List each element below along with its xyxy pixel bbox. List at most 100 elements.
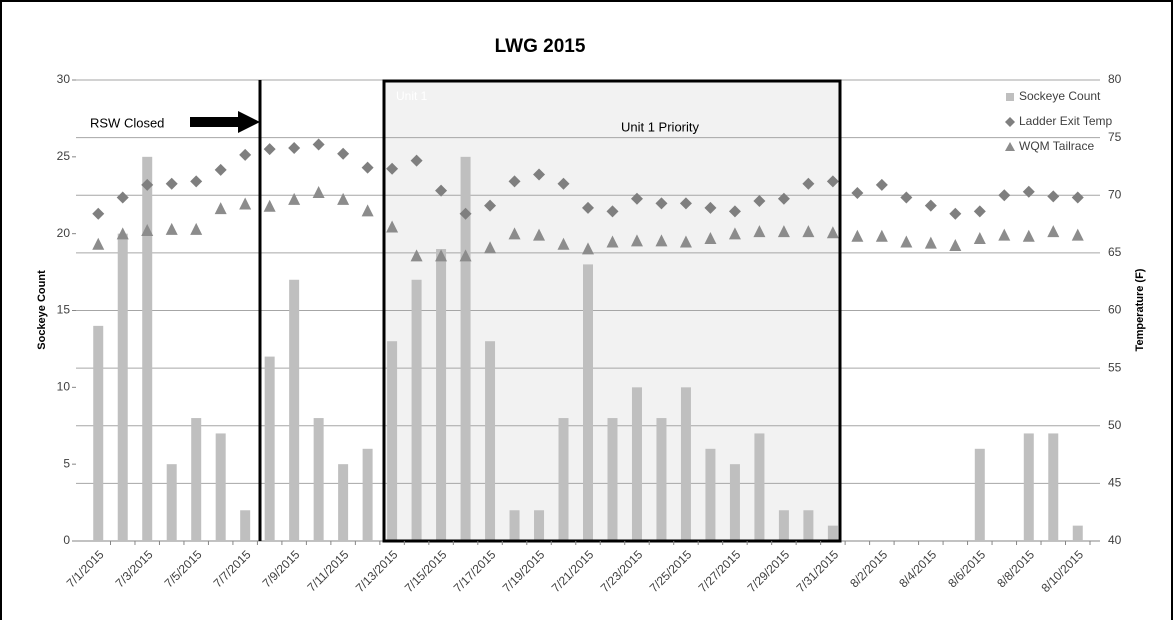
triangle-marker: [190, 222, 203, 235]
y2-tick-label: 45: [1108, 476, 1122, 490]
diamond-marker: [630, 192, 643, 205]
triangle-marker: [288, 192, 301, 205]
diamond-marker: [924, 199, 937, 212]
triangle-marker: [777, 225, 790, 238]
triangle-marker: [728, 227, 741, 240]
bar: [705, 448, 716, 541]
diamond-marker: [190, 175, 203, 188]
triangle-marker: [263, 199, 276, 212]
legend-label: Ladder Exit Temp: [1019, 114, 1112, 128]
triangle-marker: [875, 229, 888, 242]
triangle-marker: [312, 185, 325, 198]
diamond-marker: [826, 175, 839, 188]
bar: [264, 356, 275, 541]
diamond-marker: [777, 192, 790, 205]
annotation: Unit 1 Priority: [621, 119, 700, 134]
diamond-marker: [116, 191, 129, 204]
y2-tick-label: 70: [1108, 187, 1122, 201]
diamond-marker: [557, 177, 570, 190]
triangle-marker: [998, 228, 1011, 241]
bar: [362, 448, 373, 541]
bar: [215, 433, 226, 541]
diamond-marker: [165, 177, 178, 190]
diamond-marker: [582, 201, 594, 214]
triangle-marker: [630, 234, 643, 247]
y2-tick-label: 55: [1108, 360, 1122, 374]
diamond-marker: [92, 207, 105, 220]
triangle-marker: [361, 204, 374, 217]
y-tick-label: 25: [57, 149, 71, 163]
triangle-marker: [116, 227, 129, 240]
triangle-marker: [973, 232, 986, 245]
y2-tick-label: 65: [1108, 245, 1122, 259]
legend-label: Sockeye Count: [1019, 89, 1101, 103]
bar: [974, 448, 985, 541]
triangle-marker: [606, 235, 619, 248]
triangle-marker: [386, 220, 399, 233]
diamond-marker: [508, 175, 521, 188]
triangle-marker: [802, 225, 815, 238]
triangle-marker: [533, 228, 546, 241]
bar: [313, 418, 324, 541]
bar: [778, 510, 789, 541]
y2-tick-label: 50: [1108, 418, 1122, 432]
triangle-marker: [508, 227, 521, 240]
bar: [460, 156, 471, 542]
diamond-marker: [875, 178, 888, 191]
triangle-marker: [459, 249, 472, 262]
bar: [558, 418, 569, 541]
diamond-marker: [851, 186, 864, 199]
triangle-marker: [410, 249, 423, 262]
y-tick-label: 10: [57, 380, 71, 394]
bar: [631, 387, 642, 541]
triangle-marker: [214, 202, 227, 215]
diamond-marker: [949, 207, 962, 220]
diamond-marker: [435, 184, 448, 197]
diamond-marker: [533, 168, 546, 181]
triangle-marker: [484, 241, 497, 254]
bar: [607, 418, 618, 541]
diamond-marker: [900, 191, 913, 204]
unit1-box: [382, 79, 842, 543]
bar: [827, 525, 838, 541]
triangle-marker: [826, 226, 839, 239]
bar: [191, 418, 202, 541]
bar: [240, 510, 251, 541]
triangle-marker: [655, 234, 668, 247]
diamond-marker: [998, 189, 1011, 202]
diamond-marker: [1022, 185, 1035, 198]
diamond-marker: [1071, 191, 1084, 204]
bar: [1072, 525, 1083, 541]
y2-axis-label: Temperature (F): [1134, 268, 1146, 351]
bar: [583, 264, 593, 541]
diamond-marker: [337, 147, 350, 160]
triangle-marker: [337, 192, 350, 205]
bar: [656, 418, 667, 541]
triangle-marker: [1022, 229, 1035, 242]
diamond-marker: [214, 163, 227, 176]
bar: [729, 464, 740, 541]
bar: [93, 325, 104, 541]
triangle-marker: [165, 222, 178, 235]
diamond-marker: [459, 207, 472, 220]
diamond-marker: [802, 177, 815, 190]
triangle-marker: [582, 242, 594, 255]
y-axis-label: Sockeye Count: [36, 270, 48, 350]
triangle-marker: [239, 197, 252, 210]
diamond-marker: [312, 138, 325, 151]
triangle-marker: [704, 232, 717, 245]
diamond-marker: [679, 197, 692, 210]
bar: [142, 156, 153, 542]
y-tick-label: 0: [63, 533, 70, 547]
bar: [411, 279, 422, 541]
y2-tick-label: 40: [1108, 533, 1122, 547]
diamond-marker: [410, 154, 423, 167]
arrow: [190, 111, 260, 133]
bar: [803, 510, 814, 541]
chart-title: LWG 2015: [495, 36, 586, 57]
diamond-marker: [655, 197, 668, 210]
diamond-marker: [361, 161, 374, 174]
diamond-marker: [973, 205, 986, 218]
y-tick-label: 5: [63, 456, 70, 470]
